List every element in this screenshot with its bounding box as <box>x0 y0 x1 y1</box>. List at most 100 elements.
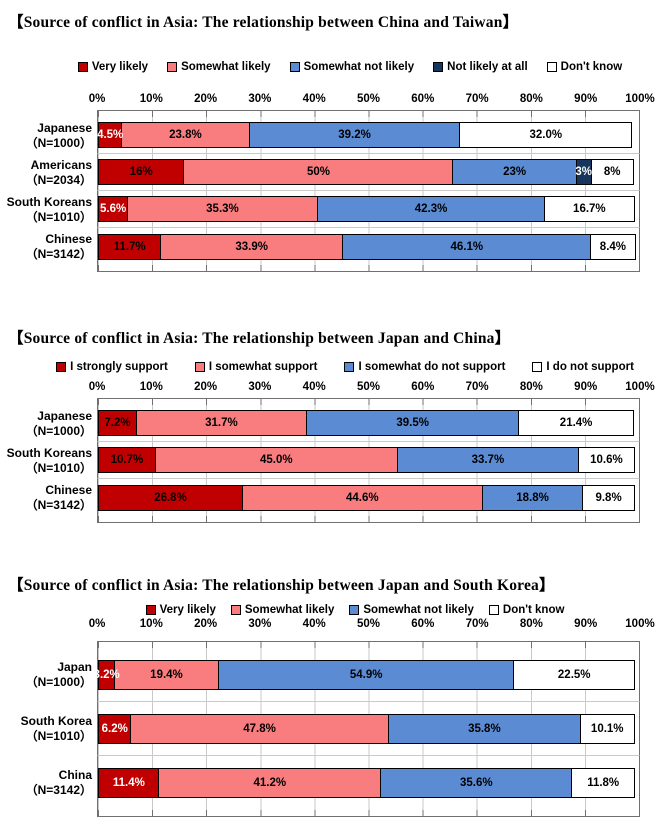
legend-label: I do not support <box>546 361 634 373</box>
segment-value-label: 8.4% <box>599 240 627 253</box>
category-band: 3.2% 19.4% 54.9% 22.5% <box>93 648 640 702</box>
segment-value-label: 35.3% <box>206 203 239 215</box>
bar-segment: 9.8% <box>582 484 636 511</box>
legend-swatch-icon <box>56 362 67 372</box>
segment-value-label: 3.2% <box>93 668 120 681</box>
ruler-corner-spacer <box>0 265 97 272</box>
legend-label: Somewhat not likely <box>363 604 474 616</box>
axis-tick-label: 40% <box>302 93 326 105</box>
legend-item: I somewhat do not support <box>344 361 505 373</box>
legend-label: Don't know <box>502 604 565 616</box>
row-label-n: （N=2034） <box>25 172 92 187</box>
row-label-name: Japanese <box>37 120 92 135</box>
axis-tick-label: 60% <box>411 381 435 393</box>
bar-segment: 35.8% <box>387 713 582 744</box>
bar-segment: 31.7% <box>135 410 308 436</box>
row-label-name: Japan <box>57 660 92 674</box>
legend-swatch-icon <box>546 62 557 72</box>
bar-segment: 39.2% <box>248 122 461 148</box>
axis-tick-label: 10% <box>139 93 163 105</box>
bar-segment: 11.8% <box>571 768 636 798</box>
row-label: South Korea （N=1010） <box>0 702 97 756</box>
bar-segment: 5.6% <box>98 196 129 222</box>
chart-plot-area: 0% 10% 20% 30% 40% 50% 60% 70% 80% 90% 100% Japanes… <box>0 93 670 272</box>
axis-tick-label: 70% <box>465 381 489 393</box>
segment-value-label: 50% <box>306 166 331 178</box>
axis-tick-label: 100% <box>625 93 655 105</box>
category-band: 7.2% 31.7% 39.5% 21.4% <box>97 405 640 442</box>
legend-label: Very likely <box>91 61 149 73</box>
segment-value-label: 39.5% <box>396 417 429 429</box>
row-label-n: （N=1010） <box>25 729 92 743</box>
axis-tick-label: 80% <box>519 618 543 630</box>
row-label-n: （N=1010） <box>25 209 92 224</box>
bar-segment: 39.5% <box>305 410 520 436</box>
bar-segment: 11.7% <box>98 233 162 260</box>
legend-item: Very likely <box>145 604 216 616</box>
segment-value-label: 16% <box>129 166 153 178</box>
legend-item: Don't know <box>546 61 623 73</box>
bar-segment: 26.8% <box>98 484 243 511</box>
axis-tick-label: 40% <box>302 381 326 393</box>
bar-segment: 45.0% <box>154 447 399 473</box>
row-label: Chinese （N=3142） <box>0 228 97 265</box>
axis-tick-label: 30% <box>248 618 272 630</box>
chart-legend: Very likely Somewhat likely Somewhat not l… <box>40 604 670 616</box>
segment-value-label: 4.5% <box>97 129 124 141</box>
ruler-corner-spacer <box>0 396 97 405</box>
bar-segment: 18.8% <box>481 484 584 511</box>
chart-japan-south-korea: 【Source of conflict in Asia: The relatio… <box>0 573 670 817</box>
segment-value-label: 44.6% <box>346 491 379 504</box>
row-label-name: Americans <box>30 157 92 172</box>
segment-value-label: 31.7% <box>205 417 238 429</box>
stacked-bar: 6.2% 47.8% 35.8% 10.1% <box>98 713 639 744</box>
category-band: 4.5% 23.8% 39.2% 32.0% <box>97 117 640 154</box>
axis-top-ruler <box>97 641 640 648</box>
legend-label: Don't know <box>560 61 623 73</box>
ruler-corner-spacer <box>0 810 97 817</box>
segment-value-label: 8% <box>603 166 621 178</box>
legend-label: Somewhat likely <box>181 61 271 73</box>
row-label-n: （N=3142） <box>25 783 92 797</box>
legend-swatch-icon <box>344 362 355 372</box>
category-band: 10.7% 45.0% 33.7% 10.6% <box>97 442 640 479</box>
axis-tick-label: 0% <box>88 618 106 630</box>
bar-segment: 6.2% <box>98 713 132 744</box>
category-band: 6.2% 47.8% 35.8% 10.1% <box>97 702 640 756</box>
segment-value-label: 3% <box>575 166 592 178</box>
legend-item: I do not support <box>532 361 634 373</box>
axis-tick-label: 10% <box>139 618 163 630</box>
row-label: Japanese （N=1000） <box>0 117 97 154</box>
legend-label: I somewhat support <box>208 361 318 373</box>
row-label: Japanese （N=1000） <box>0 405 97 442</box>
legend-item: Somewhat not likely <box>289 61 414 73</box>
row-label-name: China <box>58 768 92 782</box>
legend-swatch-icon <box>167 62 178 72</box>
axis-tick-label: 90% <box>574 618 598 630</box>
row-label-n: （N=3142） <box>25 497 92 512</box>
bar-segment: 47.8% <box>130 713 389 744</box>
row-label-n: （N=1000） <box>25 675 92 689</box>
bar-segment: 3% <box>575 159 592 185</box>
stacked-bar: 5.6% 35.3% 42.3% 16.7% <box>98 196 639 222</box>
axis-corner-spacer <box>0 93 97 108</box>
legend-swatch-icon <box>488 605 499 615</box>
axis-tick-label: 40% <box>302 618 326 630</box>
axis-tick-label: 70% <box>465 93 489 105</box>
segment-value-label: 11.8% <box>587 777 620 789</box>
category-band: 5.6% 35.3% 42.3% 16.7% <box>97 191 640 228</box>
category-band: 11.7% 33.9% 46.1% 8.4% <box>97 228 640 265</box>
chart-title: 【Source of conflict in Asia: The relatio… <box>8 577 555 594</box>
chart-plot-area: 0% 10% 20% 30% 40% 50% 60% 70% 80% 90% 100% Japanes… <box>0 381 670 523</box>
bar-segment: 10.7% <box>98 447 156 473</box>
axis-tick-label: 30% <box>248 381 272 393</box>
bar-segment: 35.3% <box>126 196 318 222</box>
stacked-bar: 26.8% 44.6% 18.8% 9.8% <box>98 484 639 511</box>
x-axis-tick-labels: 0% 10% 20% 30% 40% 50% 60% 70% 80% 90% 100% <box>89 93 655 108</box>
axis-tick-label: 30% <box>248 93 272 105</box>
row-label: China （N=3142） <box>0 756 97 810</box>
segment-value-label: 16.7% <box>573 203 606 215</box>
segment-value-label: 45.0% <box>259 454 293 466</box>
axis-tick-label: 10% <box>139 381 163 393</box>
segment-value-label: 39.2% <box>338 129 371 141</box>
